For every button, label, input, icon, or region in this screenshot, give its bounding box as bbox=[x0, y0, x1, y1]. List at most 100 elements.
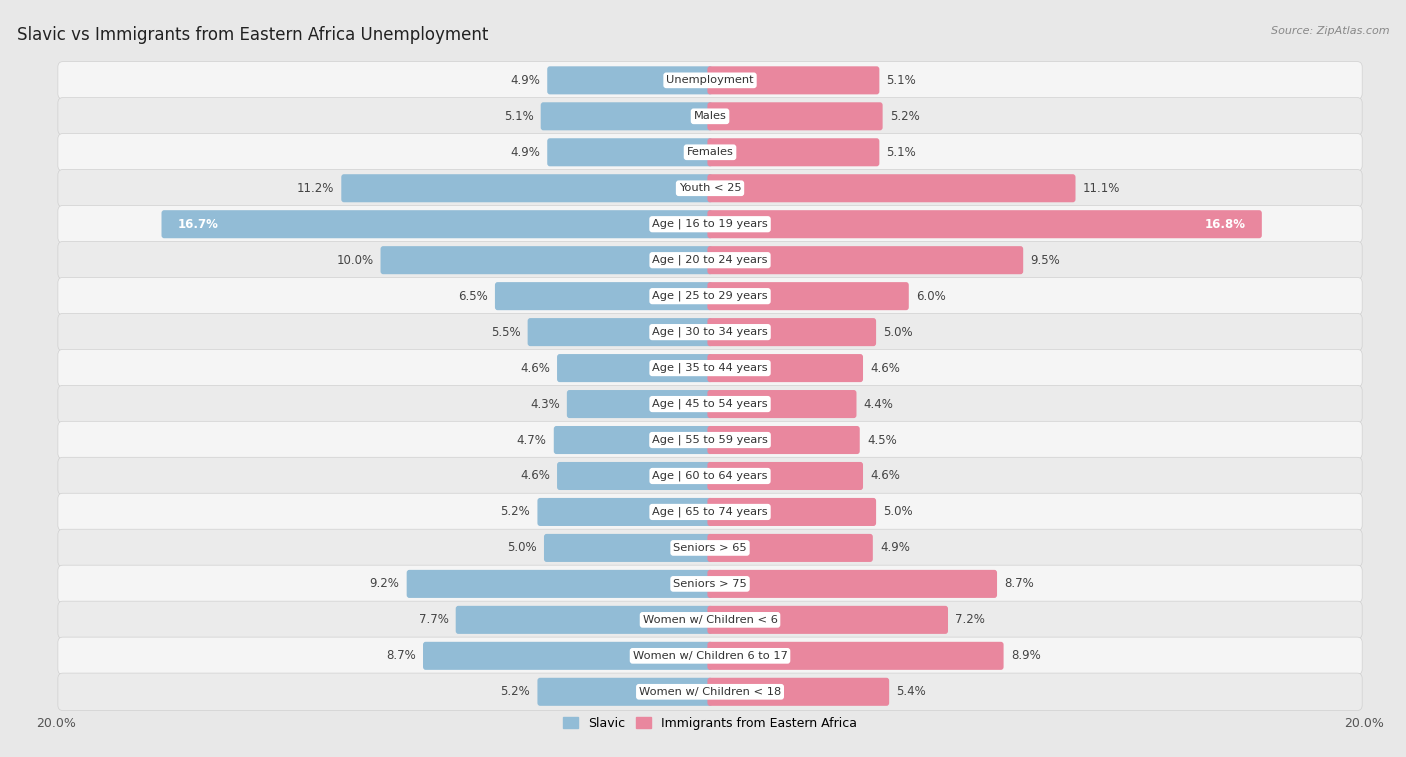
Text: 5.5%: 5.5% bbox=[491, 326, 520, 338]
FancyBboxPatch shape bbox=[707, 354, 863, 382]
Text: 7.7%: 7.7% bbox=[419, 613, 449, 626]
FancyBboxPatch shape bbox=[58, 673, 1362, 711]
FancyBboxPatch shape bbox=[707, 174, 1076, 202]
Text: Slavic vs Immigrants from Eastern Africa Unemployment: Slavic vs Immigrants from Eastern Africa… bbox=[17, 26, 488, 45]
Text: 8.7%: 8.7% bbox=[387, 650, 416, 662]
Text: Age | 45 to 54 years: Age | 45 to 54 years bbox=[652, 399, 768, 410]
Text: 5.1%: 5.1% bbox=[887, 146, 917, 159]
Text: 4.3%: 4.3% bbox=[530, 397, 560, 410]
Text: Age | 60 to 64 years: Age | 60 to 64 years bbox=[652, 471, 768, 481]
FancyBboxPatch shape bbox=[58, 98, 1362, 135]
FancyBboxPatch shape bbox=[58, 385, 1362, 422]
Text: Females: Females bbox=[686, 148, 734, 157]
FancyBboxPatch shape bbox=[707, 210, 1261, 238]
Text: 9.5%: 9.5% bbox=[1031, 254, 1060, 266]
Text: 4.6%: 4.6% bbox=[520, 469, 550, 482]
FancyBboxPatch shape bbox=[707, 102, 883, 130]
Text: Seniors > 65: Seniors > 65 bbox=[673, 543, 747, 553]
FancyBboxPatch shape bbox=[423, 642, 713, 670]
Text: Women w/ Children < 18: Women w/ Children < 18 bbox=[638, 687, 782, 696]
Text: 5.2%: 5.2% bbox=[890, 110, 920, 123]
FancyBboxPatch shape bbox=[58, 170, 1362, 207]
FancyBboxPatch shape bbox=[456, 606, 713, 634]
Text: Unemployment: Unemployment bbox=[666, 76, 754, 86]
Text: 5.2%: 5.2% bbox=[501, 506, 530, 519]
FancyBboxPatch shape bbox=[58, 241, 1362, 279]
FancyBboxPatch shape bbox=[707, 606, 948, 634]
FancyBboxPatch shape bbox=[58, 422, 1362, 459]
FancyBboxPatch shape bbox=[707, 139, 879, 167]
Text: 4.6%: 4.6% bbox=[520, 362, 550, 375]
FancyBboxPatch shape bbox=[541, 102, 713, 130]
FancyBboxPatch shape bbox=[544, 534, 713, 562]
FancyBboxPatch shape bbox=[707, 678, 889, 706]
FancyBboxPatch shape bbox=[537, 678, 713, 706]
Text: 4.6%: 4.6% bbox=[870, 469, 900, 482]
FancyBboxPatch shape bbox=[707, 426, 859, 454]
FancyBboxPatch shape bbox=[707, 642, 1004, 670]
FancyBboxPatch shape bbox=[537, 498, 713, 526]
Text: 16.8%: 16.8% bbox=[1205, 218, 1246, 231]
FancyBboxPatch shape bbox=[707, 534, 873, 562]
Text: 6.5%: 6.5% bbox=[458, 290, 488, 303]
Text: 5.4%: 5.4% bbox=[897, 685, 927, 698]
Text: 16.7%: 16.7% bbox=[177, 218, 218, 231]
Text: 11.1%: 11.1% bbox=[1083, 182, 1121, 195]
FancyBboxPatch shape bbox=[707, 282, 908, 310]
Text: 5.1%: 5.1% bbox=[503, 110, 533, 123]
Text: Source: ZipAtlas.com: Source: ZipAtlas.com bbox=[1271, 26, 1389, 36]
Text: 4.9%: 4.9% bbox=[510, 74, 540, 87]
Text: Age | 16 to 19 years: Age | 16 to 19 years bbox=[652, 219, 768, 229]
Text: 6.0%: 6.0% bbox=[915, 290, 946, 303]
FancyBboxPatch shape bbox=[554, 426, 713, 454]
Text: Age | 35 to 44 years: Age | 35 to 44 years bbox=[652, 363, 768, 373]
FancyBboxPatch shape bbox=[342, 174, 713, 202]
Text: Women w/ Children < 6: Women w/ Children < 6 bbox=[643, 615, 778, 625]
FancyBboxPatch shape bbox=[58, 313, 1362, 350]
FancyBboxPatch shape bbox=[707, 318, 876, 346]
FancyBboxPatch shape bbox=[58, 529, 1362, 567]
Text: Age | 30 to 34 years: Age | 30 to 34 years bbox=[652, 327, 768, 338]
FancyBboxPatch shape bbox=[58, 494, 1362, 531]
Text: 5.0%: 5.0% bbox=[508, 541, 537, 554]
FancyBboxPatch shape bbox=[707, 246, 1024, 274]
FancyBboxPatch shape bbox=[557, 462, 713, 490]
Text: 7.2%: 7.2% bbox=[955, 613, 986, 626]
Text: 4.9%: 4.9% bbox=[880, 541, 910, 554]
FancyBboxPatch shape bbox=[547, 67, 713, 95]
Text: 4.4%: 4.4% bbox=[863, 397, 894, 410]
FancyBboxPatch shape bbox=[58, 278, 1362, 315]
FancyBboxPatch shape bbox=[567, 390, 713, 418]
FancyBboxPatch shape bbox=[547, 139, 713, 167]
FancyBboxPatch shape bbox=[495, 282, 713, 310]
Text: Age | 55 to 59 years: Age | 55 to 59 years bbox=[652, 435, 768, 445]
FancyBboxPatch shape bbox=[58, 350, 1362, 387]
Text: 10.0%: 10.0% bbox=[336, 254, 374, 266]
FancyBboxPatch shape bbox=[58, 637, 1362, 674]
Text: Age | 20 to 24 years: Age | 20 to 24 years bbox=[652, 255, 768, 266]
FancyBboxPatch shape bbox=[58, 61, 1362, 99]
FancyBboxPatch shape bbox=[707, 390, 856, 418]
Text: 5.1%: 5.1% bbox=[887, 74, 917, 87]
Text: Age | 25 to 29 years: Age | 25 to 29 years bbox=[652, 291, 768, 301]
FancyBboxPatch shape bbox=[406, 570, 713, 598]
Text: Youth < 25: Youth < 25 bbox=[679, 183, 741, 193]
Text: Seniors > 75: Seniors > 75 bbox=[673, 579, 747, 589]
Text: 4.7%: 4.7% bbox=[517, 434, 547, 447]
FancyBboxPatch shape bbox=[162, 210, 713, 238]
FancyBboxPatch shape bbox=[707, 570, 997, 598]
FancyBboxPatch shape bbox=[527, 318, 713, 346]
FancyBboxPatch shape bbox=[707, 498, 876, 526]
Text: 9.2%: 9.2% bbox=[370, 578, 399, 590]
FancyBboxPatch shape bbox=[58, 205, 1362, 243]
Text: Women w/ Children 6 to 17: Women w/ Children 6 to 17 bbox=[633, 651, 787, 661]
Text: Age | 65 to 74 years: Age | 65 to 74 years bbox=[652, 506, 768, 517]
Text: Males: Males bbox=[693, 111, 727, 121]
FancyBboxPatch shape bbox=[58, 565, 1362, 603]
Text: 5.0%: 5.0% bbox=[883, 326, 912, 338]
FancyBboxPatch shape bbox=[381, 246, 713, 274]
Text: 4.6%: 4.6% bbox=[870, 362, 900, 375]
Text: 11.2%: 11.2% bbox=[297, 182, 335, 195]
Text: 4.9%: 4.9% bbox=[510, 146, 540, 159]
FancyBboxPatch shape bbox=[707, 67, 879, 95]
